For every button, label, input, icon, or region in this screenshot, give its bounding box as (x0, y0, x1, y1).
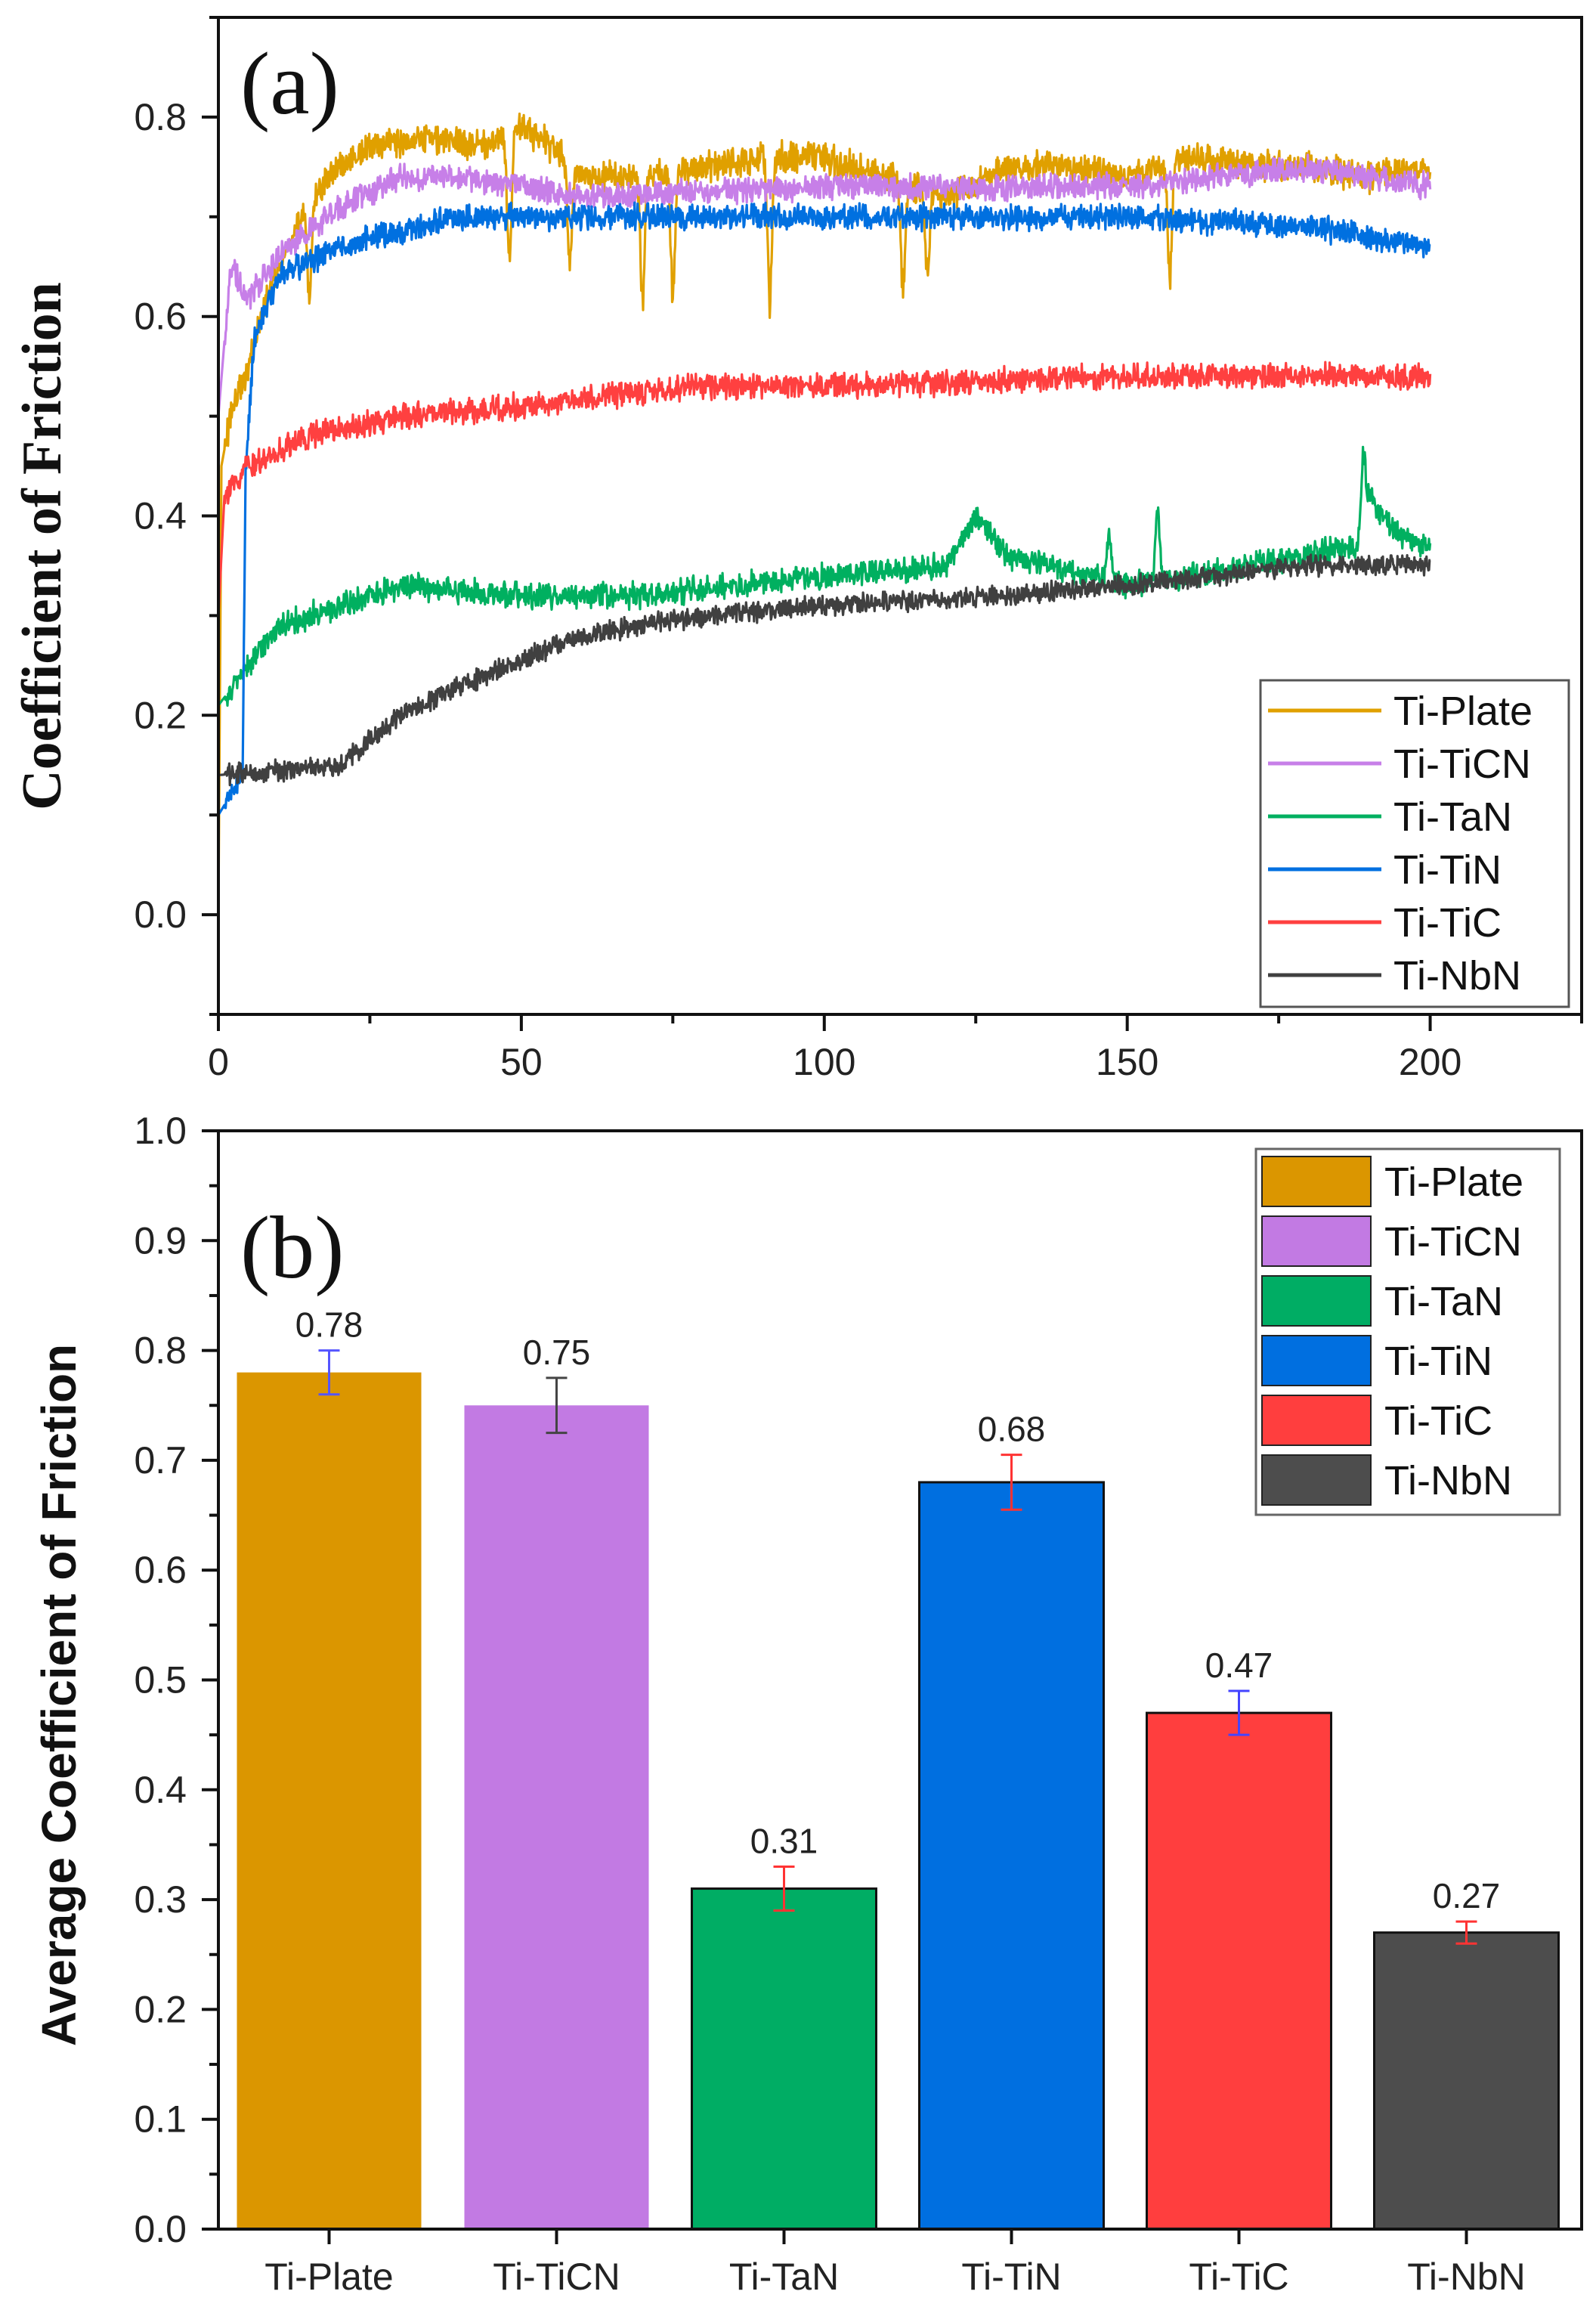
series-line-ti-tin (217, 201, 1431, 816)
y-tick-label: 0.6 (134, 1549, 187, 1591)
y-tick-label: 0.8 (134, 96, 187, 138)
x-tick-label: Ti-TiN (961, 2256, 1061, 2298)
legend-label: Ti-TaN (1384, 1279, 1503, 1324)
panel-b-bar-chart: 0.78 Ti-Plate 0.75 Ti-TiCN 0.31 Ti-TaN 0.68 Ti-… (32, 1110, 1583, 2298)
y-tick-label: 0.3 (134, 1878, 187, 1921)
legend-a-box (1259, 679, 1570, 1008)
legend-swatch-ti-nbn (1261, 1454, 1372, 1506)
bar-ti-plate (237, 1372, 422, 2229)
y-tick-label: 0.4 (134, 495, 187, 537)
legend-label: Ti-TiCN (1393, 742, 1531, 787)
legend-swatch-ti-tan (1261, 1275, 1372, 1327)
x-tick-label: Ti-TiC (1189, 2256, 1288, 2298)
x-tick-label: Ti-Plate (264, 2256, 393, 2298)
x-tick-label: Ti-TaN (729, 2256, 839, 2298)
y-tick-label: 0.0 (134, 2208, 187, 2250)
panel-label-a: (a) (240, 34, 339, 133)
x-tick-label: 100 (793, 1041, 855, 1083)
legend-label: Ti-TiC (1384, 1398, 1492, 1444)
y-tick-label: 0.8 (134, 1330, 187, 1372)
y-tick-label: 0.0 (134, 893, 187, 936)
legend-swatch-ti-tic (1261, 1395, 1372, 1446)
y-tick-label: 1.0 (134, 1110, 187, 1152)
series-line-ti-plate (217, 112, 1432, 915)
bar-ti-ticn (464, 1405, 649, 2229)
data-label-ti-nbn: 0.27 (1433, 1876, 1501, 1915)
x-tick-label: 0 (208, 1041, 229, 1083)
y-tick-label: 0.7 (134, 1439, 187, 1482)
series-line-ti-ticn (217, 153, 1432, 416)
legend-label: Ti-TiCN (1384, 1219, 1522, 1265)
legend-label: Ti-TiC (1393, 900, 1502, 946)
x-tick-label: 50 (500, 1041, 543, 1083)
y-tick-label: 0.6 (134, 296, 187, 338)
y-tick-label: 0.1 (134, 2098, 187, 2141)
legend-label: Ti-Plate (1384, 1160, 1523, 1205)
series-line-ti-nbn (218, 553, 1431, 787)
panel-label-b: (b) (240, 1198, 345, 1297)
bar-ti-nbn (1373, 1931, 1560, 2231)
data-label-ti-tic: 0.47 (1205, 1646, 1273, 1685)
bar-ti-tin (918, 1481, 1105, 2231)
data-label-ti-ticn: 0.75 (523, 1333, 591, 1372)
data-label-ti-plate: 0.78 (295, 1305, 363, 1345)
y-tick-label: 0.5 (134, 1659, 187, 1701)
legend-swatch-ti-tin (1261, 1335, 1372, 1386)
legend-label: Ti-NbN (1393, 953, 1521, 999)
panel-a-line-chart: 0 50 100 150 200 0.0 0.2 0.4 0.6 0.8 Coefficient o… (11, 16, 1583, 1083)
legend-swatch-ti-ticn (1261, 1215, 1372, 1267)
bar-ti-tan (691, 1887, 877, 2231)
y-tick-label: 0.2 (134, 1988, 187, 2030)
legend-label: Ti-Plate (1393, 689, 1533, 734)
x-tick-label: Ti-TiCN (493, 2256, 620, 2298)
y-tick-label: 0.2 (134, 694, 187, 736)
data-label-ti-tin: 0.68 (978, 1410, 1046, 1449)
y-axis-title: Coefficient of Friction (11, 282, 73, 810)
legend-label: Ti-NbN (1384, 1458, 1512, 1503)
x-tick-label: Ti-NbN (1407, 2256, 1525, 2298)
legend-b-box (1254, 1147, 1561, 1516)
series-line-ti-tan (217, 445, 1432, 707)
x-tick-label: 150 (1096, 1041, 1158, 1083)
legend-label: Ti-TaN (1393, 794, 1512, 840)
y-axis-title: Average Coefficient of Friction (32, 1344, 86, 2046)
legend-label: Ti-TiN (1393, 847, 1502, 893)
y-tick-label: 0.9 (134, 1219, 187, 1262)
legend-swatch-ti-plate (1261, 1156, 1372, 1207)
x-tick-label: 200 (1399, 1041, 1461, 1083)
legend-label: Ti-TiN (1384, 1339, 1492, 1384)
series-line-ti-tic (217, 361, 1432, 616)
data-label-ti-tan: 0.31 (750, 1822, 818, 1861)
bar-ti-tic (1146, 1711, 1332, 2231)
y-tick-label: 0.4 (134, 1769, 187, 1811)
